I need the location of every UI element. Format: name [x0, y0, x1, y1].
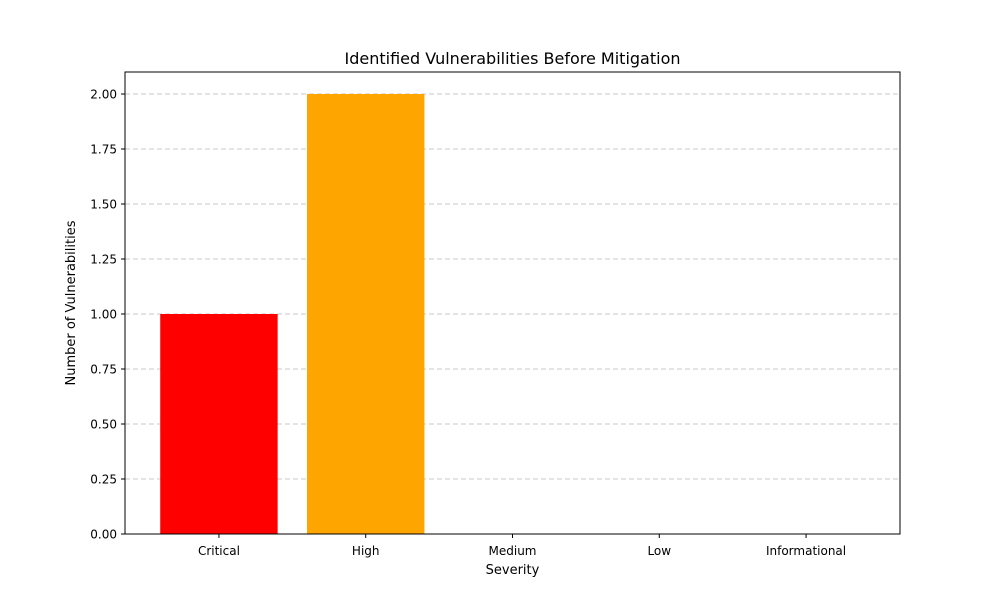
chart-title: Identified Vulnerabilities Before Mitiga…	[344, 49, 680, 68]
y-tick-label: 1.75	[90, 143, 117, 157]
y-tick-label: 0.50	[90, 418, 117, 432]
y-tick-label: 0.25	[90, 473, 117, 487]
x-tick-label: Critical	[198, 544, 240, 558]
x-axis-ticks: Critical High Medium Low Informational	[198, 534, 846, 558]
x-tick-label: High	[352, 544, 380, 558]
y-axis-ticks: 0.00 0.25 0.50 0.75 1.00 1.25 1.50 1.75 2.00	[90, 88, 125, 542]
y-tick-label: 1.50	[90, 198, 117, 212]
x-tick-label: Medium	[489, 544, 537, 558]
y-tick-label: 1.25	[90, 253, 117, 267]
y-tick-label: 0.75	[90, 363, 117, 377]
y-tick-label: 0.00	[90, 528, 117, 542]
bar-high	[307, 94, 425, 534]
bar-critical	[160, 314, 278, 534]
y-tick-label: 2.00	[90, 88, 117, 102]
y-axis-label: Number of Vulnerabilities	[64, 220, 79, 385]
bars	[160, 94, 425, 534]
x-tick-label: Informational	[766, 544, 846, 558]
x-tick-label: Low	[647, 544, 671, 558]
x-axis-label: Severity	[486, 563, 540, 578]
y-tick-label: 1.00	[90, 308, 117, 322]
